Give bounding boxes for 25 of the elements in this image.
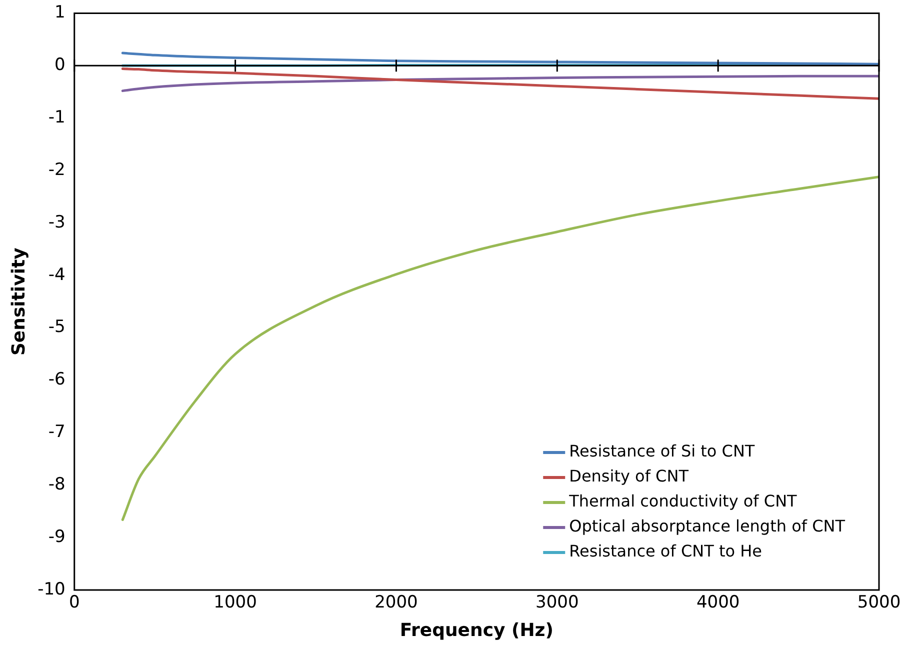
x-tick-label: 2000 [374,592,418,613]
y-tick-label: -8 [48,474,66,495]
legend-label: Optical absorptance length of CNT [569,516,846,536]
y-tick-label: 1 [54,2,66,23]
x-tick-label: 4000 [696,592,740,613]
y-axis-title: Sensitivity [8,247,30,356]
y-tick-label: 0 [54,55,66,76]
x-tick-label: 0 [68,592,80,613]
y-tick-label: -5 [48,317,66,338]
legend-label: Resistance of CNT to He [569,542,762,561]
y-tick-label: -3 [48,212,66,232]
x-tick-label: 5000 [857,592,901,613]
legend-label: Resistance of Si to CNT [569,442,755,461]
y-tick-label: -9 [48,526,66,547]
x-tick-label: 1000 [214,592,257,613]
y-tick-label: -2 [48,160,66,180]
x-axis-title: Frequency (Hz) [400,620,554,641]
legend-label: Density of CNT [569,466,689,486]
y-tick-label: -4 [48,264,66,285]
y-tick-label: -1 [48,107,66,128]
y-tick-label: -6 [48,370,66,390]
y-tick-label: -7 [48,422,66,442]
x-tick-label: 3000 [536,592,579,613]
y-tick-label: -10 [38,579,66,600]
legend-label: Thermal conductivity of CNT [568,492,798,511]
